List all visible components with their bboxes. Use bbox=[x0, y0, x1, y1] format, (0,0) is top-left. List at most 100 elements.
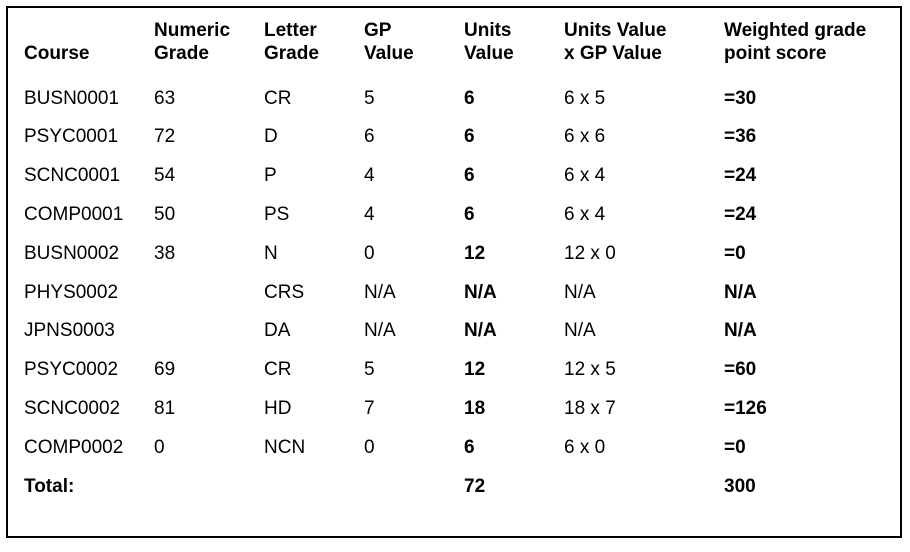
cell-letter: DA bbox=[264, 312, 364, 351]
cell-course: JPNS0003 bbox=[24, 312, 154, 351]
cell-numeric: 0 bbox=[154, 429, 264, 468]
cell-units: 6 bbox=[464, 157, 564, 196]
cell-course: BUSN0001 bbox=[24, 80, 154, 119]
header-units: Units Value bbox=[464, 20, 564, 80]
cell-weighted: N/A bbox=[724, 312, 886, 351]
header-weighted-l2: point score bbox=[724, 43, 826, 64]
header-calc: Units Value x GP Value bbox=[564, 20, 724, 80]
table-row: COMP00020NCN066 x 0=0 bbox=[24, 429, 886, 468]
cell-letter: CR bbox=[264, 80, 364, 119]
cell-gp: 5 bbox=[364, 351, 464, 390]
cell-letter: HD bbox=[264, 390, 364, 429]
cell-calc: 12 x 5 bbox=[564, 351, 724, 390]
table-row: COMP000150PS466 x 4=24 bbox=[24, 196, 886, 235]
cell-weighted: =24 bbox=[724, 196, 886, 235]
cell-gp: 5 bbox=[364, 80, 464, 119]
cell-weighted: =0 bbox=[724, 235, 886, 274]
total-weighted: 300 bbox=[724, 468, 886, 507]
header-numeric-l1: Numeric bbox=[154, 20, 230, 41]
cell-course: PSYC0001 bbox=[24, 118, 154, 157]
cell-letter: N bbox=[264, 235, 364, 274]
cell-weighted: =60 bbox=[724, 351, 886, 390]
cell-gp: 0 bbox=[364, 235, 464, 274]
table-row: PSYC000172D666 x 6=36 bbox=[24, 118, 886, 157]
cell-gp: 6 bbox=[364, 118, 464, 157]
header-calc-l2: x GP Value bbox=[564, 43, 662, 64]
total-blank-2 bbox=[264, 468, 364, 507]
total-label: Total: bbox=[24, 468, 154, 507]
header-weighted: Weighted grade point score bbox=[724, 20, 886, 80]
cell-weighted: =0 bbox=[724, 429, 886, 468]
cell-gp: N/A bbox=[364, 274, 464, 313]
table-row: BUSN000238N01212 x 0=0 bbox=[24, 235, 886, 274]
cell-numeric: 54 bbox=[154, 157, 264, 196]
total-blank-4 bbox=[564, 468, 724, 507]
header-course-l1: Course bbox=[24, 43, 89, 64]
header-numeric: Numeric Grade bbox=[154, 20, 264, 80]
cell-calc: 12 x 0 bbox=[564, 235, 724, 274]
header-numeric-l2: Grade bbox=[154, 43, 209, 64]
cell-gp: 7 bbox=[364, 390, 464, 429]
header-calc-l1: Units Value bbox=[564, 20, 666, 41]
cell-letter: D bbox=[264, 118, 364, 157]
cell-numeric: 38 bbox=[154, 235, 264, 274]
total-blank-1 bbox=[154, 468, 264, 507]
cell-calc: 6 x 5 bbox=[564, 80, 724, 119]
table-row: JPNS0003DAN/AN/AN/AN/A bbox=[24, 312, 886, 351]
cell-course: COMP0002 bbox=[24, 429, 154, 468]
header-weighted-l1: Weighted grade bbox=[724, 20, 866, 41]
cell-calc: 6 x 4 bbox=[564, 157, 724, 196]
cell-course: COMP0001 bbox=[24, 196, 154, 235]
cell-weighted: =36 bbox=[724, 118, 886, 157]
gpa-table: Course Numeric Grade Letter Grade GP Val… bbox=[24, 20, 886, 506]
cell-gp: 4 bbox=[364, 196, 464, 235]
cell-weighted: =30 bbox=[724, 80, 886, 119]
total-units: 72 bbox=[464, 468, 564, 507]
cell-weighted: N/A bbox=[724, 274, 886, 313]
cell-numeric: 81 bbox=[154, 390, 264, 429]
header-course: Course bbox=[24, 20, 154, 80]
cell-calc: 6 x 6 bbox=[564, 118, 724, 157]
cell-course: PSYC0002 bbox=[24, 351, 154, 390]
cell-letter: PS bbox=[264, 196, 364, 235]
header-letter-l2: Grade bbox=[264, 43, 319, 64]
cell-units: N/A bbox=[464, 312, 564, 351]
cell-weighted: =126 bbox=[724, 390, 886, 429]
cell-weighted: =24 bbox=[724, 157, 886, 196]
cell-calc: N/A bbox=[564, 274, 724, 313]
cell-units: 18 bbox=[464, 390, 564, 429]
cell-gp: N/A bbox=[364, 312, 464, 351]
table-row: PSYC000269CR51212 x 5=60 bbox=[24, 351, 886, 390]
cell-numeric bbox=[154, 312, 264, 351]
cell-numeric: 69 bbox=[154, 351, 264, 390]
header-units-l1: Units bbox=[464, 20, 512, 41]
gpa-table-frame: Course Numeric Grade Letter Grade GP Val… bbox=[6, 6, 902, 538]
table-row: PHYS0002CRSN/AN/AN/AN/A bbox=[24, 274, 886, 313]
cell-course: SCNC0001 bbox=[24, 157, 154, 196]
cell-gp: 0 bbox=[364, 429, 464, 468]
cell-numeric: 50 bbox=[154, 196, 264, 235]
header-letter: Letter Grade bbox=[264, 20, 364, 80]
table-body: BUSN000163CR566 x 5=30PSYC000172D666 x 6… bbox=[24, 80, 886, 507]
cell-units: 6 bbox=[464, 429, 564, 468]
cell-units: 6 bbox=[464, 196, 564, 235]
cell-calc: 18 x 7 bbox=[564, 390, 724, 429]
cell-calc: 6 x 0 bbox=[564, 429, 724, 468]
header-gp-l1: GP bbox=[364, 20, 391, 41]
cell-calc: 6 x 4 bbox=[564, 196, 724, 235]
cell-gp: 4 bbox=[364, 157, 464, 196]
total-blank-3 bbox=[364, 468, 464, 507]
cell-letter: P bbox=[264, 157, 364, 196]
table-row: SCNC000154P466 x 4=24 bbox=[24, 157, 886, 196]
cell-course: BUSN0002 bbox=[24, 235, 154, 274]
header-letter-l1: Letter bbox=[264, 20, 317, 41]
cell-numeric: 63 bbox=[154, 80, 264, 119]
cell-numeric bbox=[154, 274, 264, 313]
header-gp-l2: Value bbox=[364, 43, 414, 64]
table-row: BUSN000163CR566 x 5=30 bbox=[24, 80, 886, 119]
cell-letter: CRS bbox=[264, 274, 364, 313]
header-units-l2: Value bbox=[464, 43, 514, 64]
total-row: Total: 72 300 bbox=[24, 468, 886, 507]
cell-numeric: 72 bbox=[154, 118, 264, 157]
cell-letter: CR bbox=[264, 351, 364, 390]
